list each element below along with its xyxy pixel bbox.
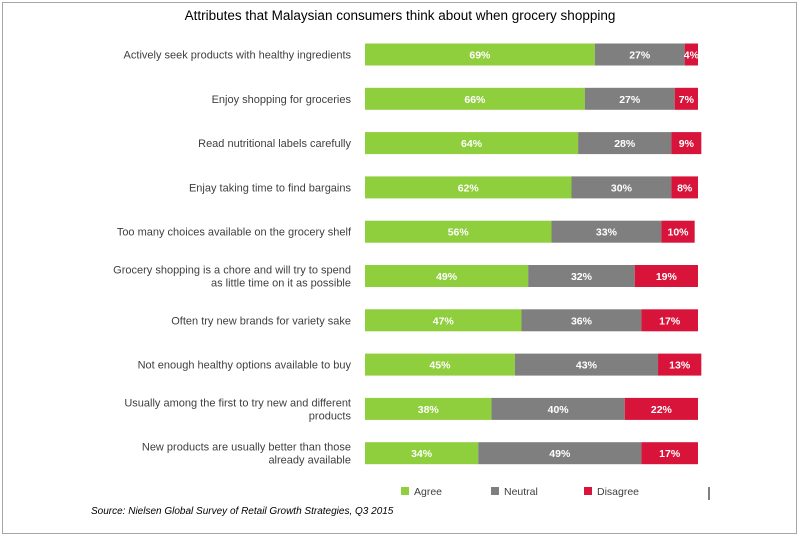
bar-disagree-row-7 bbox=[641, 309, 698, 332]
legend: Agree Neutral Disagree bbox=[401, 486, 639, 498]
bar-agree-row-4 bbox=[365, 176, 572, 199]
data-label-neutral-row-10: 49% bbox=[549, 448, 571, 460]
bar-neutral-row-6 bbox=[528, 265, 635, 287]
bar-neutral-row-2 bbox=[584, 87, 675, 110]
data-label-neutral-row-5: 33% bbox=[596, 227, 618, 239]
data-label-neutral-row-4: 30% bbox=[611, 182, 633, 194]
data-label-agree-row-3: 64% bbox=[461, 138, 483, 150]
chart: Attributes that Malaysian consumers thin… bbox=[91, 8, 710, 517]
data-label-neutral-row-6: 32% bbox=[571, 271, 593, 283]
data-label-disagree-row-6: 19% bbox=[656, 271, 678, 283]
category-label-row-6-line-2: as little time on it as possible bbox=[211, 278, 351, 290]
bar-agree-row-8 bbox=[365, 353, 515, 376]
data-label-neutral-row-3: 28% bbox=[614, 138, 636, 150]
category-label-row-2: Enjoy shopping for groceries bbox=[212, 94, 352, 106]
bar-neutral-row-3 bbox=[578, 132, 672, 155]
bar-disagree-row-5 bbox=[661, 220, 695, 243]
chart-title: Attributes that Malaysian consumers thin… bbox=[185, 8, 616, 23]
legend-swatch-agree bbox=[401, 487, 409, 495]
category-label-row-9-line-2: products bbox=[309, 410, 352, 422]
category-label-row-5: Too many choices available on the grocer… bbox=[117, 227, 352, 239]
data-label-agree-row-9: 38% bbox=[418, 404, 440, 416]
data-label-disagree-row-5: 10% bbox=[668, 227, 690, 239]
data-label-disagree-row-8: 13% bbox=[669, 360, 691, 372]
legend-swatch-disagree bbox=[584, 487, 592, 495]
bar-disagree-row-4 bbox=[671, 176, 698, 199]
data-label-agree-row-10: 34% bbox=[411, 448, 433, 460]
data-label-neutral-row-1: 27% bbox=[629, 50, 651, 62]
data-label-agree-row-4: 62% bbox=[458, 182, 480, 194]
data-label-neutral-row-8: 43% bbox=[576, 360, 598, 372]
category-label-row-4: Enjay taking time to find bargains bbox=[189, 182, 352, 194]
legend-swatch-neutral bbox=[491, 487, 499, 495]
bar-agree-row-6 bbox=[365, 265, 529, 287]
bar-agree-row-10 bbox=[365, 442, 479, 465]
category-label-row-6-line-1: Grocery shopping is a chore and will try… bbox=[113, 265, 351, 277]
source-note: Source: Nielsen Global Survey of Retail … bbox=[91, 506, 394, 517]
bar-agree-row-5 bbox=[365, 220, 552, 243]
category-labels: Actively seek products with healthy ingr… bbox=[113, 50, 352, 467]
chart-frame: Attributes that Malaysian consumers thin… bbox=[2, 2, 797, 534]
bar-agree-row-3 bbox=[365, 132, 579, 155]
bar-disagree-row-6 bbox=[634, 265, 698, 287]
data-label-neutral-row-9: 40% bbox=[548, 404, 570, 416]
bar-agree-row-2 bbox=[365, 87, 585, 110]
bar-disagree-row-10 bbox=[641, 442, 698, 465]
data-label-agree-row-2: 66% bbox=[464, 94, 486, 106]
bar-neutral-row-8 bbox=[514, 353, 659, 376]
bar-agree-row-7 bbox=[365, 309, 522, 332]
bar-agree-row-9 bbox=[365, 397, 492, 420]
bar-disagree-row-8 bbox=[658, 353, 702, 376]
category-label-row-3: Read nutritional labels carefully bbox=[198, 138, 351, 150]
data-label-disagree-row-7: 17% bbox=[659, 315, 681, 327]
bar-neutral-row-5 bbox=[551, 220, 662, 243]
bar-neutral-row-7 bbox=[521, 309, 642, 332]
bar-disagree-row-9 bbox=[624, 397, 698, 420]
legend-label-agree: Agree bbox=[414, 486, 442, 498]
bar-neutral-row-4 bbox=[571, 176, 672, 199]
legend-label-neutral: Neutral bbox=[504, 486, 538, 498]
category-label-row-9-line-1: Usually among the first to try new and d… bbox=[124, 397, 351, 409]
data-label-disagree-row-10: 17% bbox=[659, 448, 681, 460]
bar-neutral-row-1 bbox=[594, 43, 685, 66]
category-label-row-10-line-2: already available bbox=[268, 455, 351, 467]
data-label-disagree-row-1: 4% bbox=[684, 50, 700, 62]
category-label-row-10-line-1: New products are usually better than tho… bbox=[142, 442, 351, 454]
category-label-row-1: Actively seek products with healthy ingr… bbox=[124, 50, 352, 62]
data-label-disagree-row-2: 7% bbox=[679, 94, 695, 106]
data-label-disagree-row-3: 9% bbox=[679, 138, 695, 150]
data-label-agree-row-6: 49% bbox=[436, 271, 458, 283]
data-label-agree-row-5: 56% bbox=[448, 227, 470, 239]
data-label-agree-row-7: 47% bbox=[433, 315, 455, 327]
data-label-neutral-row-2: 27% bbox=[619, 94, 641, 106]
category-label-row-7: Often try new brands for variety sake bbox=[171, 315, 351, 327]
bar-agree-row-1 bbox=[365, 43, 595, 66]
bar-disagree-row-1 bbox=[684, 43, 698, 66]
bars-group: 69% 27% 4% 66% 27% 7% 64% 28% 9% 62% 30% 8% 56% 33% 10… bbox=[365, 43, 702, 465]
data-label-agree-row-8: 45% bbox=[429, 360, 451, 372]
bar-neutral-row-9 bbox=[491, 397, 625, 420]
bar-neutral-row-10 bbox=[478, 442, 642, 465]
data-label-agree-row-1: 69% bbox=[469, 50, 491, 62]
category-label-row-8: Not enough healthy options available to … bbox=[138, 360, 352, 372]
data-label-disagree-row-9: 22% bbox=[651, 404, 673, 416]
bar-disagree-row-2 bbox=[674, 87, 698, 110]
legend-label-disagree: Disagree bbox=[597, 486, 639, 498]
data-label-neutral-row-7: 36% bbox=[571, 315, 593, 327]
data-label-disagree-row-4: 8% bbox=[677, 182, 693, 194]
bar-disagree-row-3 bbox=[671, 132, 702, 155]
